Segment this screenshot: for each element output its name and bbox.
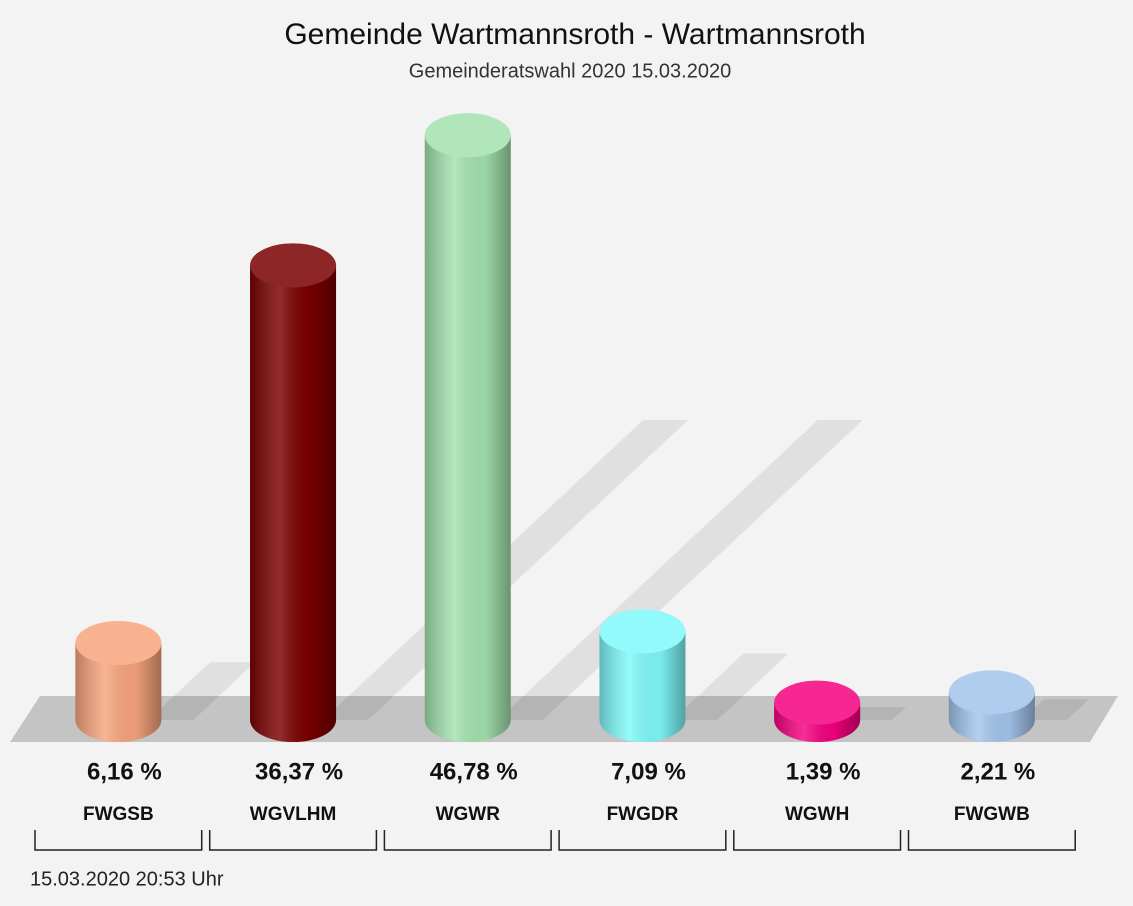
x-tick-label: FWGWB [954, 804, 1030, 825]
bar-top-light [948, 670, 1035, 715]
bar-top-light [774, 680, 861, 725]
bar-shadow [497, 420, 863, 720]
bar-top-light [424, 113, 511, 158]
bar-top [948, 670, 1035, 715]
category-bracket [907, 830, 1076, 851]
value-label: 36,37 % [255, 758, 343, 785]
bar [774, 680, 861, 742]
bar-shadow [148, 662, 255, 720]
bar-top [75, 621, 162, 665]
bar [599, 609, 686, 742]
chart-subtitle: Gemeinderatswahl 2020 15.03.2020 [409, 60, 731, 82]
category-bracket [208, 830, 378, 851]
value-label: 46,78 % [430, 758, 518, 785]
bar [250, 243, 337, 742]
category-bracket [733, 830, 902, 851]
bar-top-light [75, 621, 162, 665]
bar [75, 621, 162, 742]
bar [948, 670, 1035, 742]
bar-top [599, 609, 686, 654]
footer: 15.03.2020 20:53 Uhr [30, 868, 224, 890]
value-label: 6,16 % [87, 758, 162, 785]
x-tick-label: WGVLHM [250, 804, 337, 825]
category-bracket [383, 830, 552, 851]
bar-top [774, 680, 861, 725]
bar-top-light [599, 609, 686, 654]
bar-top-light [250, 243, 337, 288]
value-label: 7,09 % [611, 758, 686, 785]
bar [424, 113, 511, 742]
x-tick-label: FWGSB [83, 804, 154, 825]
value-label: 1,39 % [786, 758, 861, 785]
value-label: 2,21 % [960, 758, 1035, 785]
category-bracket [34, 830, 203, 851]
bar-shadow [672, 653, 789, 720]
bar-shadow [1021, 699, 1089, 720]
bar-shadow [847, 706, 907, 720]
bar-top [250, 243, 337, 288]
bar-top [424, 113, 511, 158]
x-tick-label: WGWH [785, 804, 849, 825]
bar-body-shade [250, 265, 337, 720]
x-tick-label: WGWR [436, 804, 501, 825]
category-bracket [558, 830, 727, 851]
bar-body-shade [424, 135, 511, 720]
x-tick-label: FWGDR [607, 804, 679, 825]
chart-title: Gemeinde Wartmannsroth - Wartmannsroth [284, 18, 865, 51]
